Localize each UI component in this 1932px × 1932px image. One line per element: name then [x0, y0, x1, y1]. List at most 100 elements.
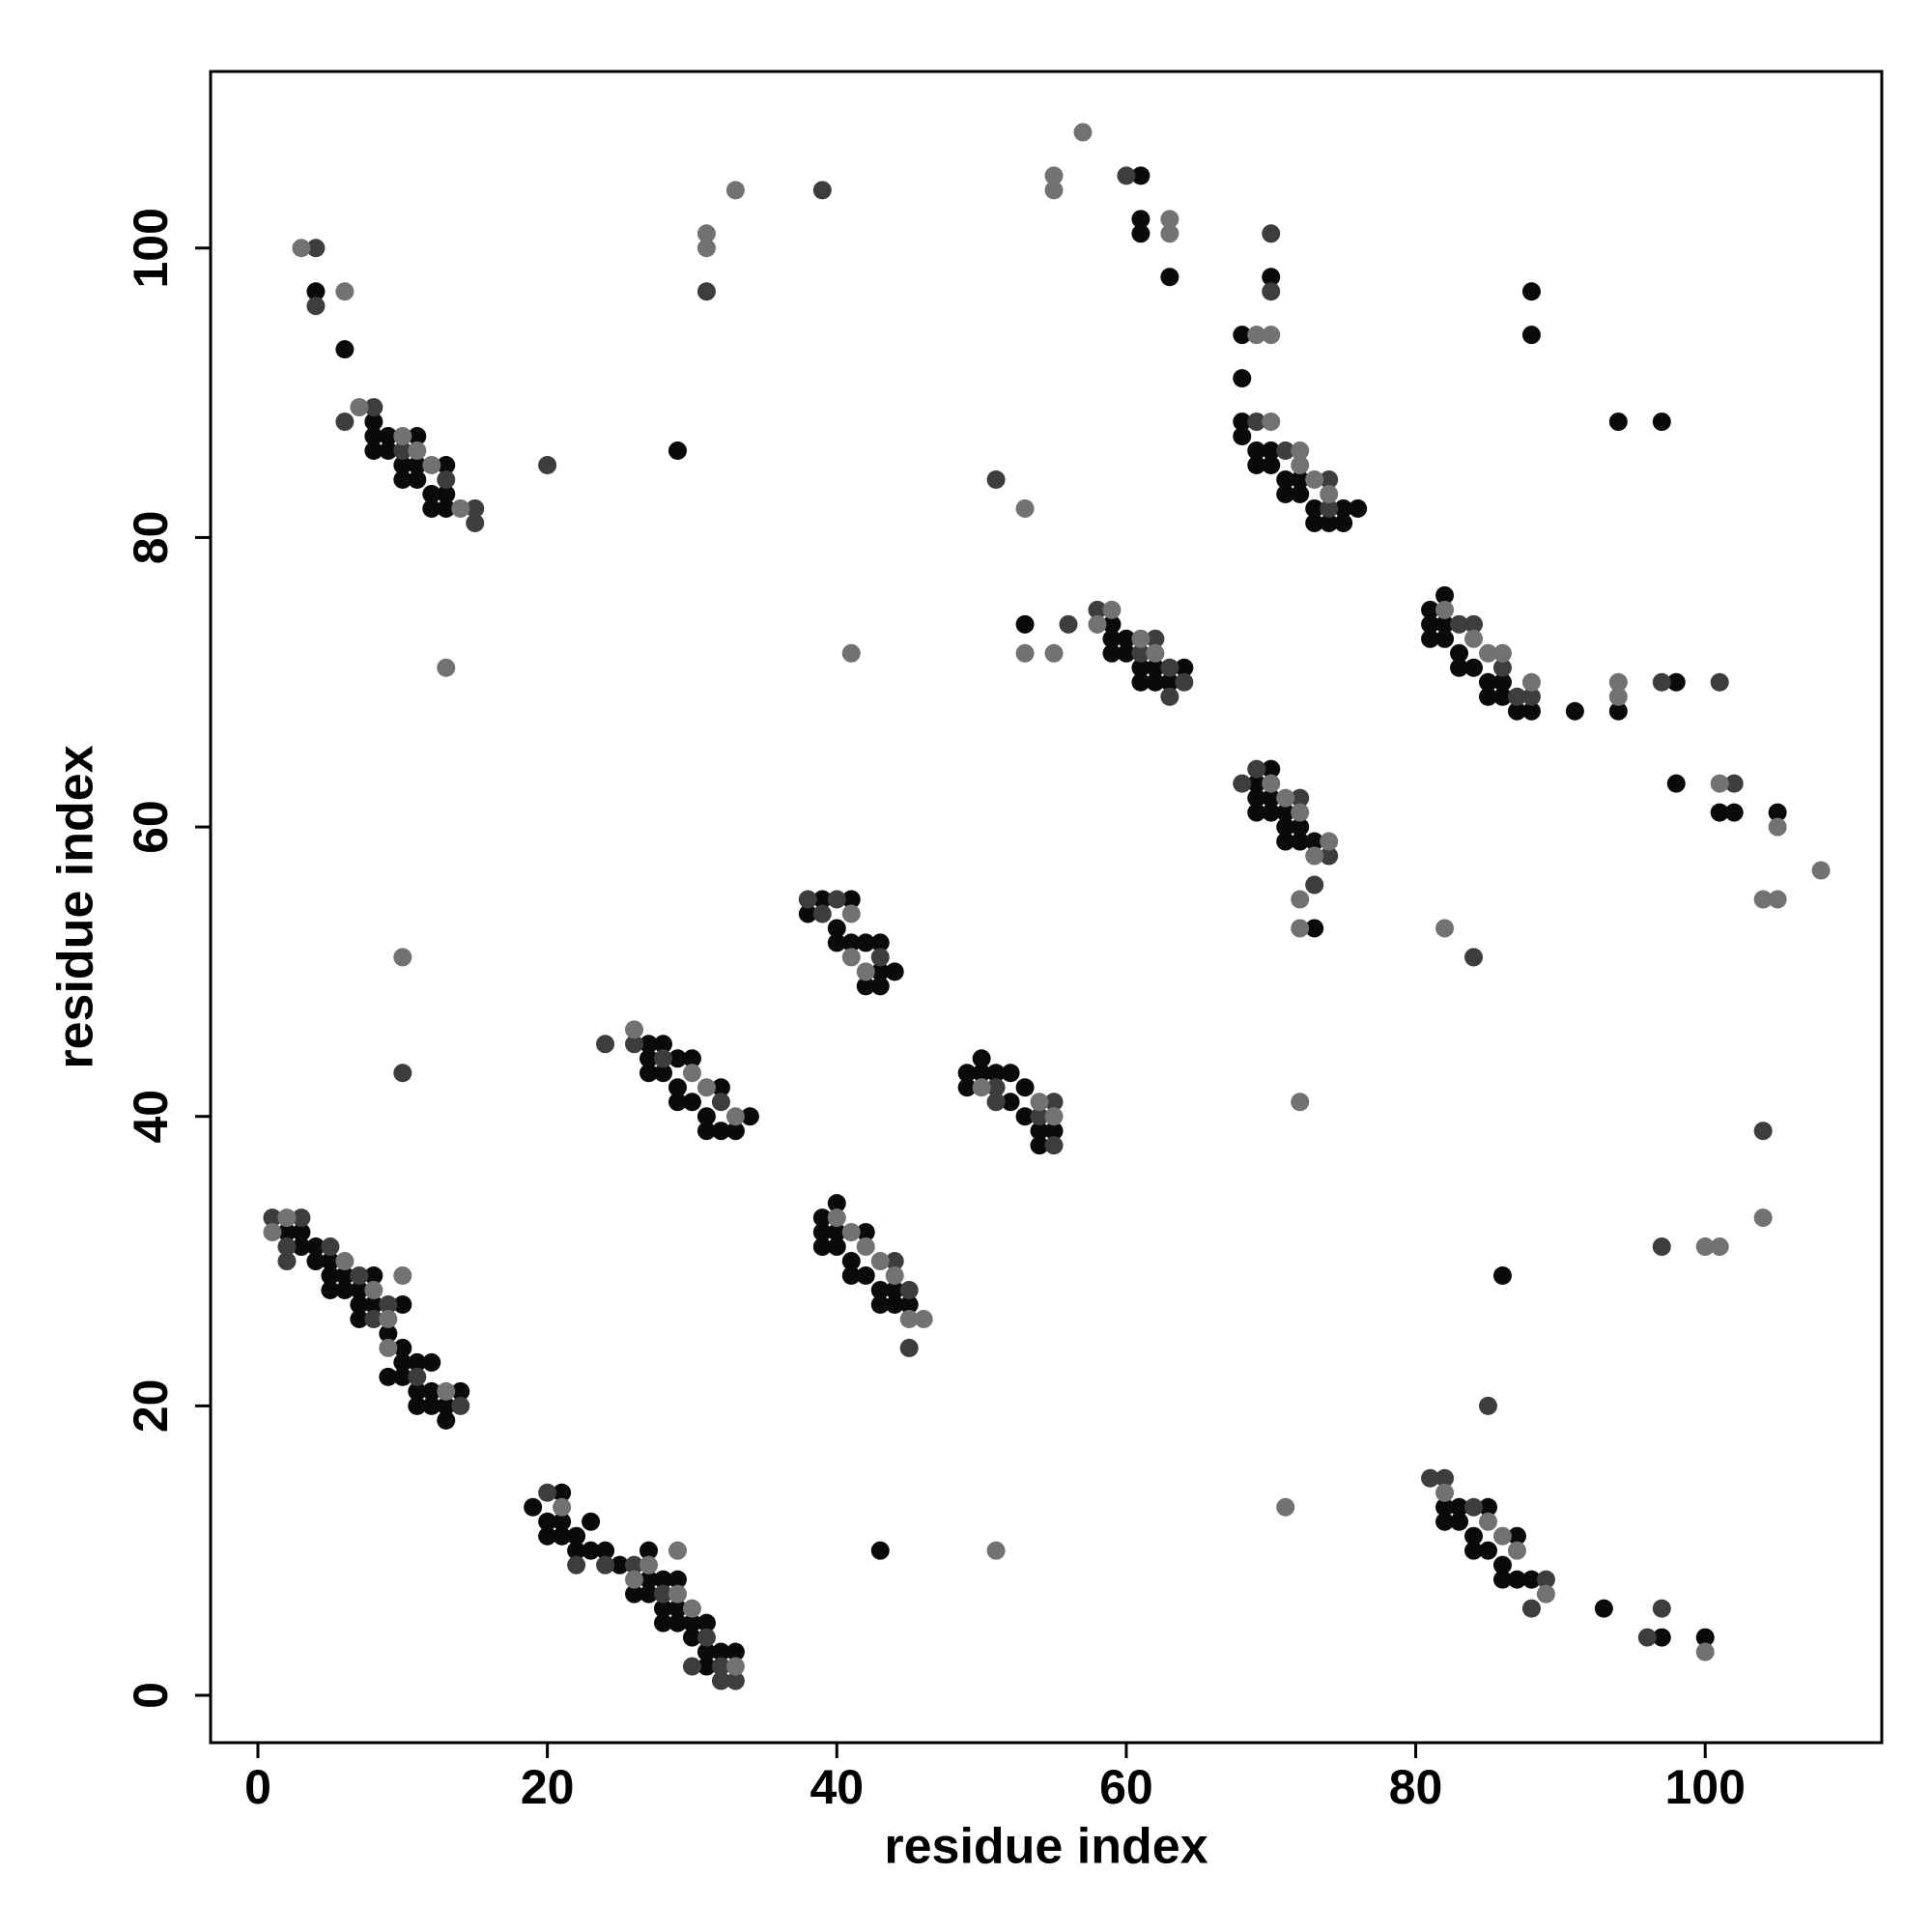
- point: [1666, 774, 1686, 793]
- point: [335, 412, 355, 432]
- point: [696, 1122, 716, 1141]
- point: [1435, 600, 1455, 619]
- point: [1001, 1064, 1020, 1083]
- point: [1521, 1570, 1541, 1589]
- point: [1464, 629, 1484, 648]
- point: [379, 441, 398, 461]
- point: [1320, 469, 1339, 489]
- point: [1710, 1237, 1729, 1257]
- point: [682, 1657, 701, 1676]
- point: [437, 498, 456, 518]
- point: [393, 456, 412, 475]
- point: [899, 1338, 919, 1357]
- point: [625, 1584, 644, 1604]
- point: [1753, 1122, 1773, 1141]
- point: [437, 1396, 456, 1415]
- point: [393, 441, 412, 461]
- point: [1030, 1093, 1049, 1112]
- point: [1146, 658, 1165, 677]
- point: [986, 1064, 1006, 1083]
- point: [668, 1093, 687, 1112]
- point: [972, 1049, 991, 1068]
- point: [350, 1309, 369, 1328]
- point: [466, 498, 485, 518]
- point: [379, 1367, 398, 1386]
- point: [639, 1035, 659, 1054]
- point: [1291, 469, 1310, 489]
- y-axis-label: residue index: [48, 745, 104, 1068]
- point: [1594, 1599, 1613, 1618]
- point: [1435, 629, 1455, 648]
- point: [379, 1309, 398, 1328]
- point: [553, 1497, 572, 1517]
- point: [1276, 817, 1295, 837]
- point: [553, 1512, 572, 1531]
- point: [321, 1252, 340, 1271]
- point: [957, 1064, 977, 1083]
- point: [1450, 658, 1469, 677]
- point: [1044, 166, 1064, 185]
- point: [1160, 268, 1179, 287]
- point: [437, 1381, 456, 1401]
- point: [1233, 412, 1252, 432]
- point: [870, 977, 890, 996]
- point: [1160, 224, 1179, 243]
- point: [1536, 1570, 1555, 1589]
- point: [1608, 412, 1628, 432]
- point: [1305, 832, 1324, 851]
- point: [668, 1078, 687, 1097]
- point: [1421, 629, 1440, 648]
- point: [1247, 759, 1266, 779]
- point: [1160, 687, 1179, 706]
- point: [277, 1252, 297, 1271]
- point: [335, 1281, 355, 1300]
- point: [870, 1252, 890, 1271]
- x-tick-label: 80: [1389, 1760, 1443, 1814]
- point: [1262, 759, 1281, 779]
- point: [567, 1526, 586, 1546]
- point: [1478, 1396, 1497, 1415]
- point: [1291, 441, 1310, 461]
- point: [827, 1237, 846, 1257]
- point: [451, 1381, 470, 1401]
- point: [1492, 658, 1512, 677]
- point: [1421, 1468, 1440, 1488]
- point: [1724, 774, 1744, 793]
- point: [899, 1281, 919, 1300]
- point: [408, 1367, 427, 1386]
- point: [350, 398, 369, 417]
- point: [1478, 1497, 1497, 1517]
- point: [1059, 614, 1078, 634]
- point: [1435, 585, 1455, 605]
- point: [957, 1078, 977, 1097]
- point: [364, 1309, 384, 1328]
- point: [1421, 600, 1440, 619]
- point: [1492, 687, 1512, 706]
- point: [682, 1064, 701, 1083]
- point: [1652, 412, 1671, 432]
- point: [1521, 326, 1541, 345]
- point: [466, 513, 485, 532]
- point: [1233, 326, 1252, 345]
- y-tick-label: 100: [124, 208, 178, 288]
- point: [1435, 1497, 1455, 1517]
- point: [596, 1555, 615, 1575]
- point: [567, 1541, 586, 1560]
- point: [986, 1541, 1006, 1560]
- point: [567, 1555, 586, 1575]
- point: [696, 239, 716, 258]
- point: [711, 1093, 730, 1112]
- point: [986, 469, 1006, 489]
- point: [1131, 658, 1151, 677]
- point: [1652, 1237, 1671, 1257]
- point: [639, 1584, 659, 1604]
- point: [538, 456, 557, 475]
- point: [1521, 672, 1541, 692]
- point: [1146, 672, 1165, 692]
- point: [1492, 643, 1512, 663]
- point: [841, 933, 861, 952]
- point: [422, 1381, 441, 1401]
- point: [1320, 513, 1339, 532]
- point: [711, 1671, 730, 1690]
